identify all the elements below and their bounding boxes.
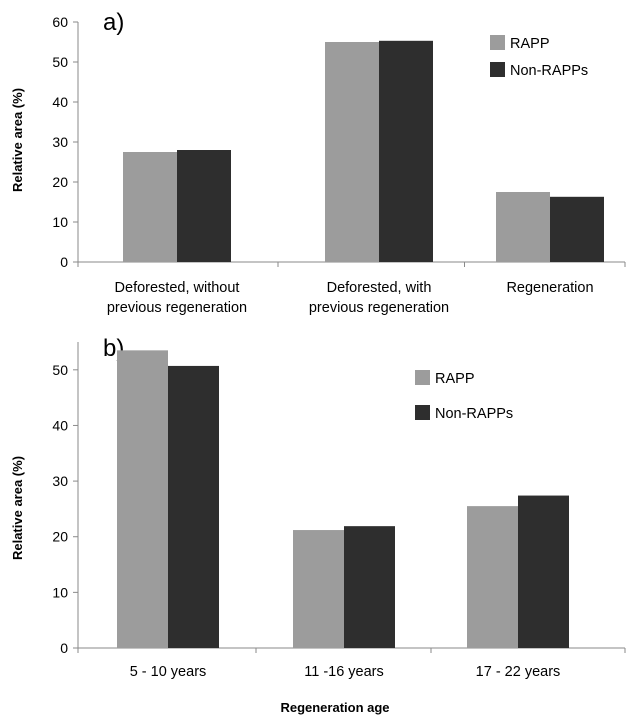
x-category-label: 11 -16 years: [304, 664, 384, 680]
panel-b-legend-swatch-non-rapps: [415, 405, 430, 420]
bar-non-rapps-2: [550, 196, 604, 262]
y-tick-label: 20: [52, 174, 68, 190]
panel-b-legend: RAPP Non-RAPPs: [415, 370, 513, 422]
panel-b-x-axis-title: Regeneration age: [280, 700, 389, 715]
bar-rapp-2: [467, 506, 518, 648]
bar-non-rapps-1: [344, 526, 395, 648]
panel-b-y-axis-title: Relative area (%): [10, 456, 25, 560]
y-tick-label: 20: [52, 529, 68, 545]
panel-a-legend-label-non-rapps: Non-RAPPs: [510, 63, 588, 79]
y-tick-label: 10: [52, 584, 68, 600]
y-tick-label: 40: [52, 417, 68, 433]
bar-rapp-1: [293, 530, 344, 648]
y-tick-label: 10: [52, 214, 68, 230]
x-category-label: previous regeneration: [309, 300, 449, 316]
y-tick-label: 30: [52, 134, 68, 150]
x-category-label: Deforested, without: [115, 280, 240, 296]
x-category-label: 17 - 22 years: [476, 664, 561, 680]
panel-b-category-labels: 5 - 10 years 11 -16 years 17 - 22 years: [130, 664, 561, 680]
panel-a-label: a): [103, 9, 124, 36]
panel-b-legend-label-rapp: RAPP: [435, 371, 475, 387]
chart-panel-a: a) Relative area (%) 0 10 20 30 40 50 60 Defor…: [10, 9, 626, 316]
bar-rapp-1: [325, 42, 379, 262]
panel-a-category-labels: Deforested, without previous regeneration…: [107, 280, 594, 316]
y-tick-label: 0: [60, 254, 68, 270]
bar-non-rapps-2: [518, 495, 569, 648]
y-tick-label: 0: [60, 640, 68, 656]
bar-non-rapps-1: [379, 40, 433, 262]
panel-b-y-ticks: 0 10 20 30 40 50: [52, 362, 626, 656]
bar-rapp-0: [123, 152, 177, 262]
x-category-label: Regeneration: [506, 280, 593, 296]
panel-b-legend-swatch-rapp: [415, 370, 430, 385]
x-category-label: Deforested, with: [327, 280, 432, 296]
x-category-label: previous regeneration: [107, 300, 247, 316]
panel-a-legend-swatch-non-rapps: [490, 62, 505, 77]
bar-rapp-2: [496, 192, 550, 262]
panel-b-bars: [117, 350, 569, 648]
y-tick-label: 60: [52, 14, 68, 30]
bar-non-rapps-0: [177, 150, 231, 262]
panel-a-legend-label-rapp: RAPP: [510, 36, 550, 52]
x-category-label: 5 - 10 years: [130, 664, 207, 680]
panel-b-legend-label-non-rapps: Non-RAPPs: [435, 406, 513, 422]
panel-a-y-ticks: 0 10 20 30 40 50 60: [52, 14, 626, 270]
bar-rapp-0: [117, 350, 168, 648]
y-tick-label: 50: [52, 362, 68, 378]
panel-a-bars: [123, 40, 604, 262]
panel-a-y-axis-title: Relative area (%): [10, 88, 25, 192]
panel-a-legend-swatch-rapp: [490, 35, 505, 50]
y-tick-label: 40: [52, 94, 68, 110]
panel-a-legend: RAPP Non-RAPPs: [490, 35, 588, 79]
y-tick-label: 50: [52, 54, 68, 70]
bar-non-rapps-0: [168, 365, 219, 648]
y-tick-label: 30: [52, 473, 68, 489]
